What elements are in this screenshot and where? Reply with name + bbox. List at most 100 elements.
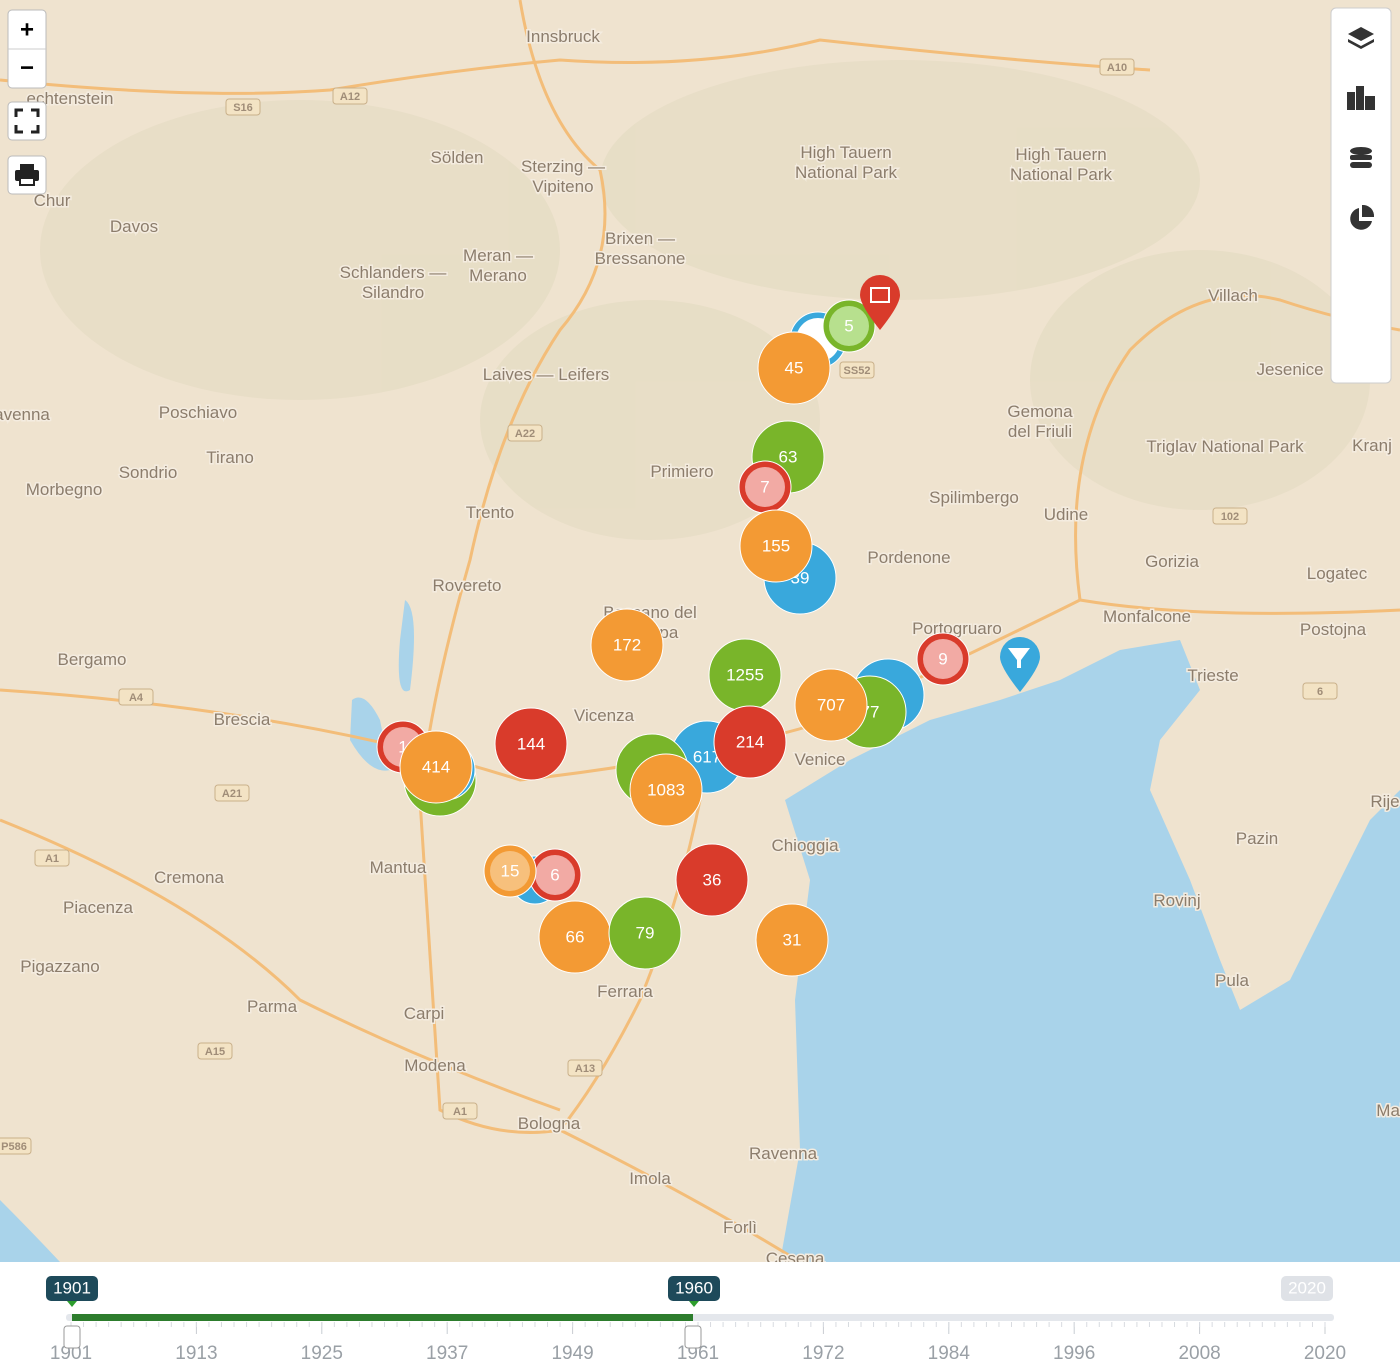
cluster-circle — [755, 903, 829, 977]
cluster[interactable]: 1083 — [629, 753, 703, 827]
slider-handle[interactable] — [684, 1325, 702, 1349]
place-label: echtenstein — [27, 89, 114, 108]
filter-marker[interactable] — [1000, 637, 1040, 692]
place-label: Rovinj — [1153, 891, 1200, 910]
place-label: Schlanders — — [340, 263, 447, 282]
cluster[interactable]: 31 — [755, 903, 829, 977]
cluster-count: 79 — [636, 923, 655, 942]
cluster[interactable]: 414 — [399, 730, 473, 804]
cluster[interactable]: 1255 — [708, 638, 782, 712]
cluster-core — [535, 855, 575, 895]
road-shield — [332, 87, 368, 105]
road-shield — [34, 849, 70, 867]
water — [0, 600, 1400, 1262]
place-label: Jesenice — [1256, 360, 1323, 379]
cluster-count: 7 — [760, 477, 769, 496]
place-label: Parma — [247, 997, 298, 1016]
place-label: Udine — [1044, 505, 1088, 524]
print-button[interactable] — [7, 155, 47, 195]
cluster-circle — [794, 668, 868, 742]
cluster-core — [490, 851, 530, 891]
road-shield — [1099, 58, 1135, 76]
cluster[interactable]: 36 — [675, 843, 749, 917]
cluster[interactable]: 144 — [494, 707, 568, 781]
road-shield — [1212, 507, 1248, 525]
cluster[interactable]: 5 — [822, 299, 876, 353]
value-label: 1960 — [675, 1278, 713, 1297]
zoom-control: + − — [7, 9, 47, 89]
road-label: 102 — [1221, 511, 1239, 523]
value-label: 1901 — [53, 1278, 91, 1297]
value-badge — [1281, 1276, 1333, 1301]
slider-range — [72, 1314, 693, 1321]
building-icon[interactable] — [1347, 86, 1375, 110]
pie-icon[interactable] — [1350, 204, 1375, 230]
road-label: S16 — [233, 102, 253, 114]
place-label: Chur — [34, 191, 71, 210]
road-shield — [197, 1042, 233, 1060]
cluster-circle — [494, 707, 568, 781]
tick-label: 1984 — [928, 1343, 971, 1364]
event-marker[interactable] — [860, 275, 900, 330]
cluster[interactable]: 172 — [590, 608, 664, 682]
cluster[interactable]: 9 — [916, 632, 970, 686]
cluster-count: 36 — [703, 870, 722, 889]
value-badge — [668, 1276, 720, 1301]
layers-icon[interactable] — [1348, 27, 1374, 49]
cluster[interactable]: 79 — [608, 896, 682, 970]
side-panel — [1330, 7, 1392, 384]
place-label: Ferrara — [597, 982, 653, 1001]
cluster-circle — [757, 331, 831, 405]
time-slider: 1901 1913 1925 1937 1949 1961 1972 1984 1996 2008… — [46, 1276, 1346, 1364]
cluster[interactable]: 214 — [713, 705, 787, 779]
panel-box — [1330, 7, 1392, 384]
place-label: Silandro — [362, 283, 424, 302]
cluster-core — [829, 306, 869, 346]
fullscreen-button[interactable] — [7, 101, 47, 141]
place-label: Merano — [469, 266, 527, 285]
cluster[interactable]: 15 — [483, 844, 537, 898]
road-label: A22 — [515, 428, 535, 440]
place-label: Forlì — [723, 1218, 757, 1237]
zoom-in[interactable]: + — [20, 16, 34, 43]
place-label: Monfalcone — [1103, 607, 1191, 626]
cluster[interactable]: 155 — [739, 509, 813, 583]
slider-handle[interactable] — [63, 1325, 81, 1349]
place-label: Gorizia — [1145, 552, 1199, 571]
cluster-count: 172 — [613, 635, 641, 654]
cluster-count: 66 — [566, 927, 585, 946]
tick-label: 1925 — [301, 1343, 343, 1364]
cluster[interactable]: 66 — [538, 900, 612, 974]
terrain — [40, 60, 1370, 540]
road-label: A15 — [205, 1046, 225, 1058]
road-shield — [442, 1102, 478, 1120]
cluster[interactable]: 6 — [528, 848, 582, 902]
place-label: Meran — — [463, 246, 533, 265]
cluster[interactable]: 707 — [794, 668, 868, 742]
place-label: Laives — Leifers — [483, 365, 610, 384]
zoom-out[interactable]: − — [20, 54, 34, 81]
database-icon[interactable] — [1350, 147, 1372, 168]
tick-label: 1972 — [802, 1343, 844, 1364]
place-label: Rije — [1370, 792, 1399, 811]
cluster-core — [745, 467, 785, 507]
place-label: Vipiteno — [532, 177, 593, 196]
film-icon — [870, 287, 890, 303]
road-label: A12 — [340, 91, 360, 103]
cluster-core — [923, 639, 963, 679]
place-label: Venice — [794, 750, 845, 769]
cluster-count: 31 — [783, 930, 802, 949]
tick-label: 1996 — [1053, 1343, 1095, 1364]
road-shield — [0, 1137, 32, 1155]
place-label: Tirano — [206, 448, 254, 467]
place-label: Bressanone — [595, 249, 686, 268]
cluster[interactable]: 45 — [757, 331, 831, 405]
road-shield — [1302, 682, 1338, 700]
cluster-circle — [608, 896, 682, 970]
place-label: Kranj — [1352, 436, 1392, 455]
place-label: Rovereto — [433, 576, 502, 595]
cluster-count: 45 — [785, 358, 804, 377]
road-shield — [225, 98, 261, 116]
tick-label: 1913 — [175, 1343, 217, 1364]
cluster[interactable]: 7 — [738, 460, 792, 514]
